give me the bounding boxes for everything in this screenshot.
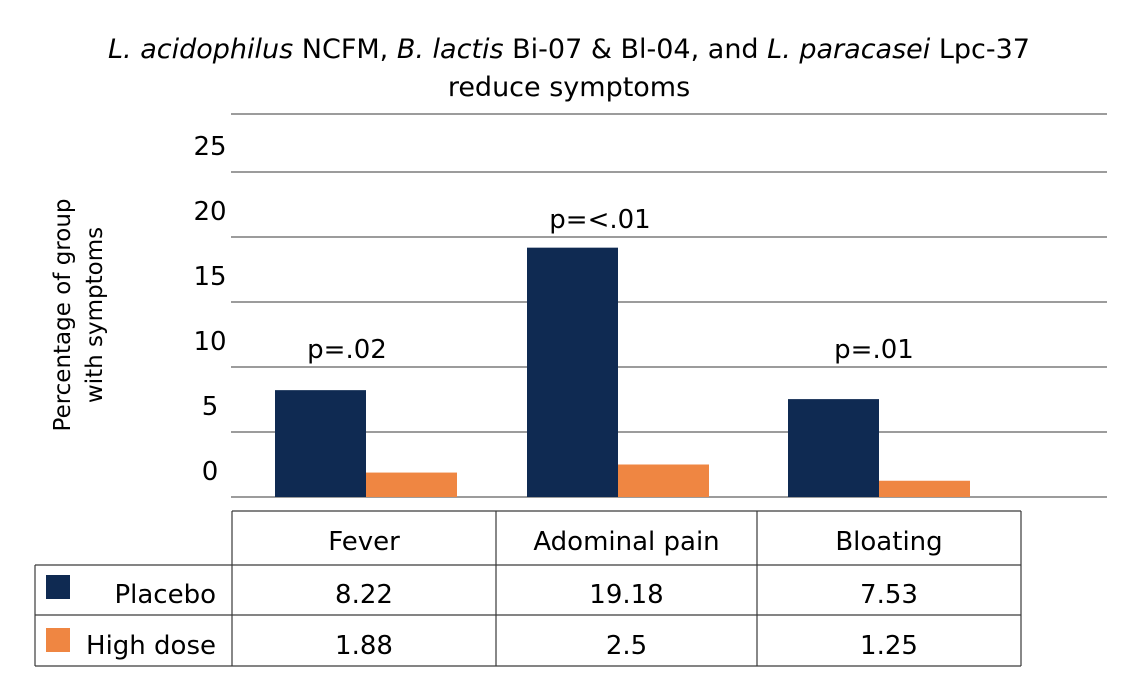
category-label: Adominal pain [533,527,719,557]
y-tick-label: 10 [193,327,226,357]
p-value-annotation: p=.01 [834,335,914,365]
table-value: 8.22 [335,580,393,610]
chart-title-part: L. acidophilus [108,34,293,65]
y-axis-label: Percentage of group [50,199,76,432]
table-value: 1.25 [860,631,918,661]
y-tick-label: 20 [193,197,226,227]
legend-label: High dose [86,631,216,661]
table-value: 7.53 [860,580,918,610]
chart-title-part: Lpc-37 [930,34,1030,65]
bar-high-dose [618,464,709,497]
p-value-annotation: p=.02 [307,335,387,365]
legend-swatch [46,575,70,599]
bar-placebo [527,247,618,497]
y-tick-label: 15 [193,262,226,292]
bar-high-dose [366,472,457,497]
chart-title: L. acidophilus NCFM, B. lactis Bi-07 & B… [108,34,1030,65]
y-tick-label: 5 [202,392,219,422]
table-value: 1.88 [335,631,393,661]
chart-title-line2: reduce symptoms [448,72,690,103]
bar-high-dose [879,480,970,497]
table-value: 19.18 [589,580,663,610]
category-label: Fever [328,527,400,557]
chart-title-part: NCFM, [293,34,397,65]
category-label: Bloating [835,527,942,557]
bar-placebo [275,390,366,497]
y-tick-label: 25 [193,132,226,162]
y-axis-label: with symptoms [82,227,108,403]
legend-swatch [46,628,70,652]
chart-title-part: L. paracasei [767,34,931,65]
chart-title-part: Bi-07 & Bl-04, and [504,34,768,65]
legend-label: Placebo [114,580,216,610]
table-value: 2.5 [606,631,647,661]
y-tick-label: 0 [202,457,219,487]
p-value-annotation: p=<.01 [549,205,650,235]
chart-title-part: B. lactis [397,34,504,65]
bar-placebo [788,399,879,497]
